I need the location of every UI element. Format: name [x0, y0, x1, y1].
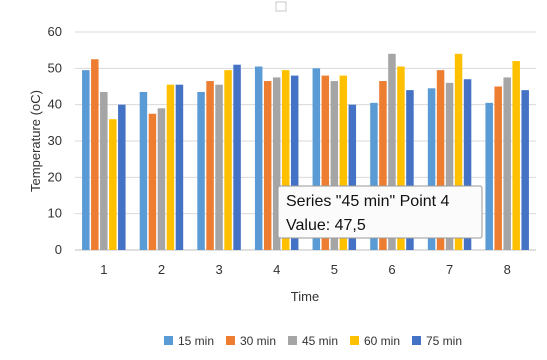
legend-label: 30 min	[240, 334, 276, 348]
bar[interactable]	[118, 104, 126, 251]
x-tick-label: 7	[446, 262, 453, 277]
bar[interactable]	[157, 108, 166, 250]
y-tick-label: 50	[48, 60, 62, 75]
bar[interactable]	[406, 90, 414, 250]
bar[interactable]	[290, 75, 299, 250]
bar[interactable]	[175, 84, 184, 250]
bar[interactable]	[427, 88, 436, 250]
bar[interactable]	[139, 91, 148, 250]
tooltip-line-2: Value: 47,5	[286, 217, 366, 234]
bar[interactable]	[224, 70, 232, 251]
bar[interactable]	[512, 61, 520, 250]
bar[interactable]	[494, 86, 502, 251]
bar[interactable]	[454, 53, 463, 250]
bar[interactable]	[197, 91, 205, 250]
bar[interactable]	[82, 70, 90, 251]
legend-label: 75 min	[426, 334, 462, 348]
bar[interactable]	[215, 84, 223, 250]
bar[interactable]	[206, 81, 214, 250]
y-tick-label: 0	[55, 242, 62, 257]
bar[interactable]	[339, 75, 348, 250]
bar[interactable]	[463, 79, 472, 250]
bar[interactable]	[91, 59, 99, 250]
bar[interactable]	[321, 75, 330, 250]
y-axis-title: Temperature (oC)	[28, 90, 43, 192]
tooltip-box	[277, 185, 483, 239]
x-tick-label: 8	[504, 262, 511, 277]
bar[interactable]	[272, 77, 281, 251]
y-tick-label: 40	[48, 97, 62, 112]
bar[interactable]	[348, 104, 357, 251]
legend-swatch	[412, 336, 421, 345]
bar[interactable]	[263, 81, 272, 250]
legend-label: 15 min	[178, 334, 214, 348]
bar[interactable]	[436, 70, 445, 251]
x-tick-label: 6	[388, 262, 395, 277]
legend: 15 min 30 min 45 min 60 min 75 min	[164, 334, 462, 348]
bars	[82, 53, 529, 251]
bar[interactable]	[330, 81, 339, 250]
bar[interactable]	[109, 119, 117, 250]
legend-label: 45 min	[302, 334, 338, 348]
legend-swatch	[164, 336, 173, 345]
bar[interactable]	[254, 66, 263, 251]
bar[interactable]	[281, 70, 290, 251]
bar[interactable]	[388, 53, 396, 250]
x-tick-label: 2	[158, 262, 165, 277]
x-tick-label: 3	[215, 262, 222, 277]
bar[interactable]	[148, 113, 157, 250]
axes: 0 10 20 30 40 50 60 1 2 3 4 5 6 7 8	[48, 24, 511, 277]
legend-swatch	[288, 336, 297, 345]
y-tick-label: 20	[48, 169, 62, 184]
resize-handle[interactable]	[275, 1, 287, 12]
y-tick-label: 10	[48, 206, 62, 221]
bar[interactable]	[379, 81, 387, 250]
bar[interactable]	[397, 66, 405, 251]
tooltip: Series "45 min" Point 4 Value: 47,5	[277, 185, 483, 239]
legend-swatch	[350, 336, 359, 345]
bar[interactable]	[370, 102, 378, 250]
legend-label: 60 min	[364, 334, 400, 348]
bar[interactable]	[485, 102, 493, 250]
x-axis-title: Time	[291, 289, 319, 304]
y-tick-label: 30	[48, 133, 62, 148]
bar[interactable]	[100, 91, 108, 250]
x-tick-label: 1	[100, 262, 107, 277]
x-tick-label: 4	[273, 262, 280, 277]
x-tick-label: 5	[331, 262, 338, 277]
bar[interactable]	[233, 64, 241, 250]
bar[interactable]	[445, 82, 454, 250]
bar[interactable]	[166, 84, 175, 250]
bar[interactable]	[312, 68, 321, 250]
y-tick-label: 60	[48, 24, 62, 39]
bar[interactable]	[503, 77, 511, 251]
bar[interactable]	[521, 90, 529, 250]
legend-swatch	[226, 336, 235, 345]
tooltip-line-1: Series "45 min" Point 4	[286, 193, 450, 210]
